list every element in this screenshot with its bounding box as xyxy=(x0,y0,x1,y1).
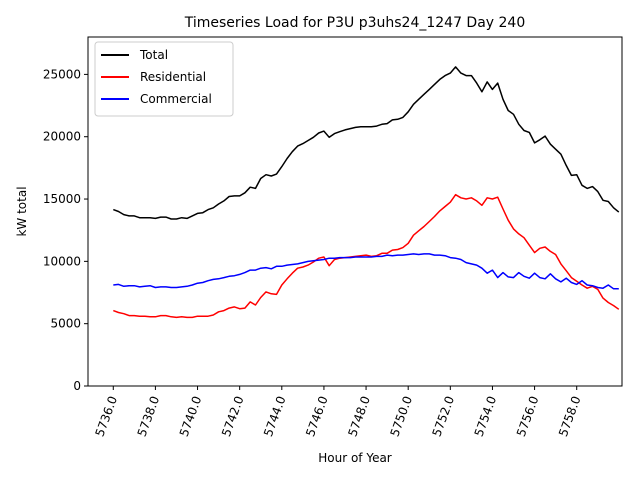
legend-box xyxy=(94,41,234,117)
y-tick-label: 10000 xyxy=(43,254,81,268)
plot-frame xyxy=(87,36,623,387)
series-line-commercial xyxy=(113,253,619,290)
legend: Total Residential Commercial xyxy=(94,41,234,117)
y-axis-ticks: 0 5000 10000 15000 20000 25000 xyxy=(43,67,88,393)
legend-label-total: Total xyxy=(139,48,168,62)
series-line-residential xyxy=(113,193,620,319)
series-line-total xyxy=(113,66,620,220)
x-axis-label: Hour of Year xyxy=(318,451,392,465)
y-tick-label: 20000 xyxy=(43,130,81,144)
y-tick-label: 0 xyxy=(73,379,81,393)
chart-title: Timeseries Load for P3U p3uhs24_1247 Day… xyxy=(184,15,526,31)
y-tick-label: 15000 xyxy=(43,192,81,206)
legend-label-commercial: Commercial xyxy=(140,92,212,106)
y-tick-label: 5000 xyxy=(50,317,81,331)
y-axis-label: kW total xyxy=(15,186,29,236)
legend-label-residential: Residential xyxy=(140,70,206,84)
y-tick-label: 25000 xyxy=(43,67,81,81)
series-lines xyxy=(113,66,620,319)
